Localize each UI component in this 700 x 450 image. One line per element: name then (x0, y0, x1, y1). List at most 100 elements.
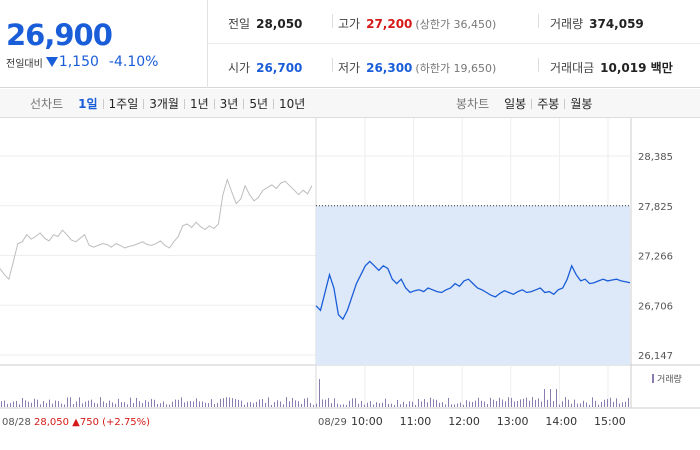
volume-bar (400, 404, 401, 407)
reference-fill-area (316, 205, 630, 365)
volume-bar (517, 401, 518, 407)
volume-bar (190, 401, 191, 407)
stat-trade-value: 거래대금 10,019 백만 (550, 61, 673, 75)
volume-bar (457, 403, 458, 407)
volume-bar (364, 404, 365, 407)
tab-3-years[interactable]: 3년 (219, 97, 239, 111)
volume-bar (463, 404, 464, 407)
volume-bar (319, 379, 320, 407)
volume-bar (82, 403, 83, 407)
volume-bar (604, 399, 605, 407)
volume-bar (187, 401, 188, 407)
volume-bar (478, 397, 479, 407)
volume-bar (289, 401, 290, 407)
volume-bar (541, 401, 542, 407)
volume-bar (313, 404, 314, 407)
volume-bar (223, 398, 224, 407)
volume-bar (523, 398, 524, 407)
volume-bar (526, 397, 527, 407)
volume-bar (295, 400, 296, 407)
volume-bar (490, 397, 491, 407)
change-amount: 1,150 (58, 54, 99, 70)
volume-bar (466, 400, 467, 407)
volume-bar (118, 398, 119, 407)
volume-bar (31, 402, 32, 407)
divider (538, 58, 539, 72)
volume-bar (493, 399, 494, 407)
x-tick-label: 10:00 (351, 415, 383, 428)
volume-bar (475, 400, 476, 407)
volume-bar (52, 403, 53, 407)
volume-bar (376, 402, 377, 407)
tab-weekly-candle[interactable]: 주봉 (537, 97, 560, 111)
volume-bar (499, 397, 500, 407)
x-tick-label: 14:00 (545, 415, 577, 428)
volume-bar (148, 401, 149, 407)
volume-bar (298, 401, 299, 407)
volume-bar (142, 403, 143, 407)
tab-daily-candle[interactable]: 일봉 (504, 97, 527, 111)
volume-bar (244, 404, 245, 407)
tab-monthly-candle[interactable]: 월봉 (570, 97, 593, 111)
volume-bar (160, 403, 161, 407)
volume-bar (214, 403, 215, 407)
volume-bar (469, 401, 470, 407)
volume-bar (346, 404, 347, 407)
volume-bar (397, 400, 398, 407)
tab-10-years[interactable]: 10년 (279, 97, 306, 111)
volume-bar (571, 403, 572, 407)
volume-bar (589, 404, 590, 407)
change-label: 전일대비 (6, 58, 43, 70)
volume-bar (562, 401, 563, 407)
divider (102, 98, 104, 109)
volume-bar (100, 397, 101, 407)
volume-bar (481, 400, 482, 407)
volume-bar (370, 401, 371, 407)
price-box: 26,900 전일대비 1,150 -4.10% (0, 0, 208, 88)
tab-5-years[interactable]: 5년 (249, 97, 269, 111)
volume-bar (454, 404, 455, 407)
volume-bar (379, 403, 380, 407)
y-tick-label: 27,266 (638, 252, 673, 263)
volume-bar (46, 403, 47, 407)
volume-bar (325, 399, 326, 407)
volume-bar (169, 404, 170, 407)
stat-volume: 거래량 374,059 (550, 17, 644, 31)
volume-bar (34, 398, 35, 407)
volume-bar (94, 402, 95, 407)
volume-bar (73, 404, 74, 407)
volume-bar (334, 398, 335, 407)
volume-bar (40, 404, 41, 407)
volume-bar (178, 399, 179, 407)
volume-bar (253, 403, 254, 407)
divider (183, 98, 185, 109)
quote-header: 26,900 전일대비 1,150 -4.10% 전일 28,050 고가 27,2… (0, 0, 700, 88)
volume-bar (61, 403, 62, 407)
chart-tab-bar: 선차트 1일 1주일 3개월 1년 3년 5년 10년 봉차트 일봉 주봉 월봉 (0, 89, 700, 118)
volume-bar (274, 402, 275, 407)
volume-bar (484, 401, 485, 407)
current-day-series-line (315, 260, 631, 321)
tab-3-months[interactable]: 3개월 (149, 97, 179, 111)
volume-bar (49, 399, 50, 407)
tab-1-year[interactable]: 1년 (189, 97, 209, 111)
volume-bar (220, 398, 221, 407)
x-tick-label: 12:00 (448, 415, 480, 428)
volume-bar (22, 397, 23, 407)
volume-bar (232, 398, 233, 407)
volume-bar (385, 398, 386, 407)
tab-1-day[interactable]: 1일 (78, 97, 98, 111)
volume-bar (280, 401, 281, 407)
volume-bar (181, 397, 182, 407)
divider (564, 98, 566, 109)
volume-bar (556, 389, 557, 407)
line-chart-tabs: 선차트 1일 1주일 3개월 1년 3년 5년 10년 (30, 89, 310, 118)
volume-legend-label: 거래량 (657, 373, 682, 385)
volume-bar (583, 400, 584, 407)
volume-bar (226, 397, 227, 407)
volume-bar (427, 402, 428, 407)
volume-bar (55, 400, 56, 407)
volume-bar (520, 399, 521, 407)
tab-1-week[interactable]: 1주일 (108, 97, 139, 111)
volume-bar (403, 401, 404, 407)
